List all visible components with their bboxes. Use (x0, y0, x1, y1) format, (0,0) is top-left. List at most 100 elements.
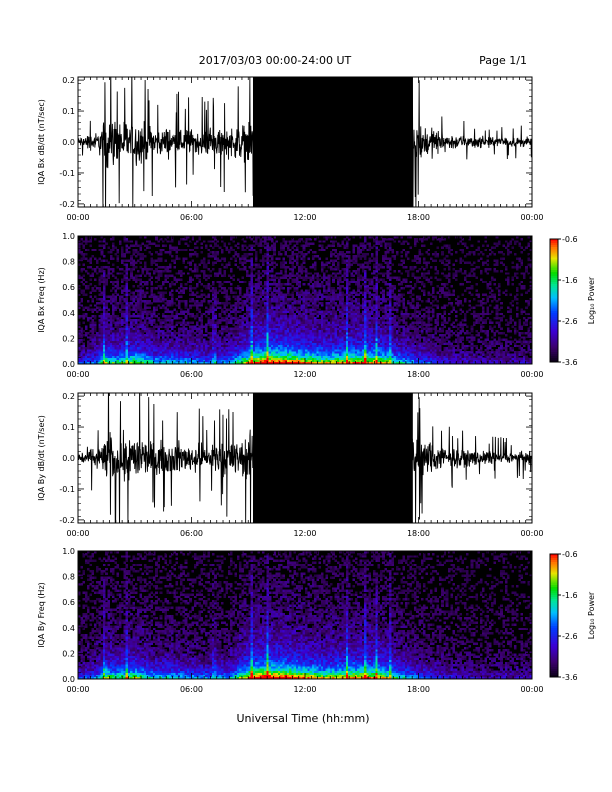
x-tick-label: 12:00 (293, 529, 316, 538)
figure-title: 2017/03/03 00:00-24:00 UT (199, 54, 352, 67)
colorbar-cell (550, 572, 558, 575)
x-tick-label: 06:00 (180, 529, 203, 538)
x-tick-label: 00:00 (520, 213, 543, 222)
y-tick-label: 0.0 (62, 138, 75, 147)
colorbar-cell (550, 343, 558, 347)
colorbar-cell (550, 601, 558, 604)
colorbar-cell (550, 627, 558, 631)
y-tick-label: 0.0 (62, 675, 75, 684)
x-tick-label: 00:00 (66, 529, 89, 538)
x-tick-label: 00:00 (520, 529, 543, 538)
colorbar-cell (550, 243, 558, 246)
x-tick-label: 00:00 (66, 370, 89, 379)
colorbar-cell (550, 251, 558, 254)
colorbar-cell (550, 249, 558, 252)
colorbar-cell (550, 318, 558, 322)
colorbar-cell (550, 613, 558, 616)
x-tick-label: 12:00 (293, 685, 316, 694)
colorbar-cell (550, 595, 558, 598)
y-axis-label: IQA Bx dB/dt (nT/sec) (37, 99, 46, 185)
y-tick-label: 0.0 (62, 454, 75, 463)
axis-ticks: 00:00 06:00 12:00 18:00 00:00 0.2 0.1 0.0 -0.1 -0… (59, 76, 543, 222)
colorbar-cell (550, 275, 558, 279)
y-tick-label: 0.0 (62, 360, 75, 369)
colorbar-tick-label: -2.6 (562, 632, 578, 641)
y-tick-label: 0.8 (62, 258, 75, 267)
colorbar-cell (550, 631, 558, 635)
colorbar-cell (550, 314, 558, 318)
colorbar: -0.6 -1.6 -2.6 -3.6 Log₁₀ Power (549, 235, 596, 367)
colorbar-cell (550, 656, 558, 660)
colorbar-cell (550, 617, 558, 621)
colorbar-cell (550, 664, 558, 668)
x-tick-label: 18:00 (407, 370, 430, 379)
colorbar-cell (550, 570, 558, 573)
colorbar-cell (550, 644, 558, 647)
colorbar-cell (550, 247, 558, 250)
colorbar-cell (550, 582, 558, 586)
colorbar-tick-label: -1.6 (562, 276, 578, 285)
colorbar-cell (550, 619, 558, 623)
colorbar-cell (550, 296, 558, 299)
colorbar-cell (550, 576, 558, 580)
colorbar-cell (550, 316, 558, 320)
colorbar-cell (550, 568, 558, 571)
colorbar-cell (550, 308, 558, 312)
colorbar-cell (550, 280, 558, 283)
y-axis-label: IQA By dB/dt (nT/sec) (37, 415, 46, 501)
colorbar: -0.6 -1.6 -2.6 -3.6 Log₁₀ Power (549, 550, 596, 682)
colorbar-cell (550, 282, 558, 285)
colorbar-cell (550, 623, 558, 627)
spectrogram-cells (78, 551, 533, 680)
colorbar-cell (550, 331, 558, 334)
colorbar-cell (550, 592, 558, 596)
colorbar-cell (550, 310, 558, 314)
colorbar-cell (550, 560, 558, 563)
axis-ticks: 00:00 06:00 12:00 18:00 00:00 0.2 0.1 0.0 -0.1 -0… (59, 392, 543, 538)
colorbar-cell (550, 349, 558, 353)
colorbar-cell (550, 650, 558, 653)
colorbar-cell (550, 273, 558, 277)
colorbar-cell (550, 335, 558, 338)
colorbar-cell (550, 633, 558, 637)
y-tick-label: -0.1 (59, 169, 75, 178)
colorbar-cell (550, 239, 558, 242)
colorbar-cell (550, 578, 558, 582)
x-axis-label: Universal Time (hh:mm) (237, 712, 370, 725)
colorbar-cell (550, 333, 558, 336)
colorbar-cell (550, 640, 558, 643)
x-tick-label: 00:00 (66, 685, 89, 694)
colorbar-cell (550, 590, 558, 594)
colorbar-cell (550, 668, 558, 672)
colorbar-cell (550, 298, 558, 301)
colorbar-cell (550, 605, 558, 608)
colorbar-label: Log₁₀ Power (587, 591, 596, 639)
plot-layer: 00:00 06:00 12:00 18:00 00:00 0.2 0.1 0.0 -0.1 -0… (37, 76, 596, 694)
x-tick-label: 12:00 (293, 213, 316, 222)
colorbar-cell (550, 339, 558, 342)
colorbar-cell (550, 625, 558, 629)
colorbar-cell (550, 261, 558, 265)
colorbar-cell (550, 290, 558, 293)
colorbar-cell (550, 294, 558, 297)
colorbar-cell (550, 574, 558, 578)
colorbar-cell (550, 603, 558, 606)
x-tick-label: 00:00 (520, 685, 543, 694)
colorbar-cell (550, 306, 558, 310)
colorbar-tick-label: -0.6 (562, 235, 578, 244)
x-tick-label: 12:00 (293, 370, 316, 379)
colorbar-cell (550, 584, 558, 588)
colorbar-cell (550, 359, 558, 363)
colorbar-cell (550, 323, 558, 326)
colorbar-cell (550, 611, 558, 614)
colorbar-cell (550, 337, 558, 340)
colorbar-cell (550, 277, 558, 281)
colorbar-cell (550, 674, 558, 678)
colorbar-cell (550, 286, 558, 289)
colorbar-cell (550, 597, 558, 600)
spectrogram-cells (78, 236, 533, 365)
y-tick-label: 0.6 (62, 598, 75, 607)
axis-ticks: 00:00 06:00 12:00 18:00 00:00 1.0 0.8 0.6 0.4 0.2… (62, 547, 543, 694)
colorbar-cell (550, 269, 558, 273)
